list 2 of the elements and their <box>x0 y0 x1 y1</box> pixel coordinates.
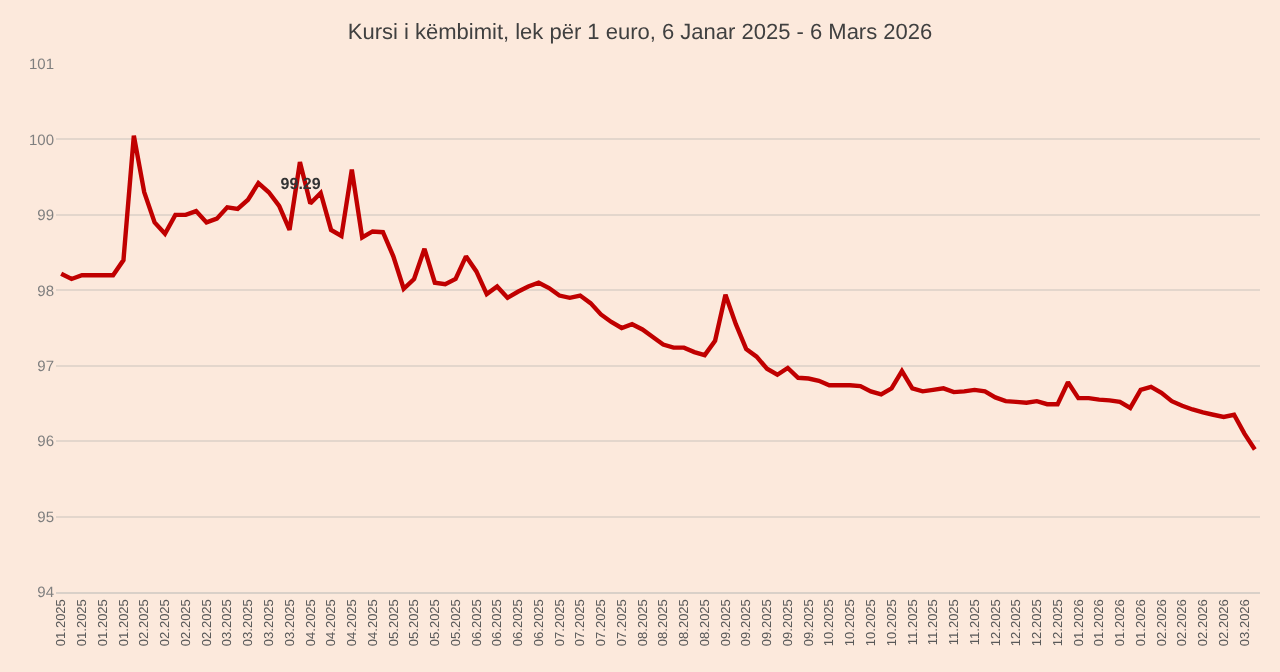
line-series <box>58 133 1258 452</box>
chart-title: Kursi i këmbimit, lek për 1 euro, 6 Janar 2025 - 6 Mars 2026 <box>347 20 933 45</box>
